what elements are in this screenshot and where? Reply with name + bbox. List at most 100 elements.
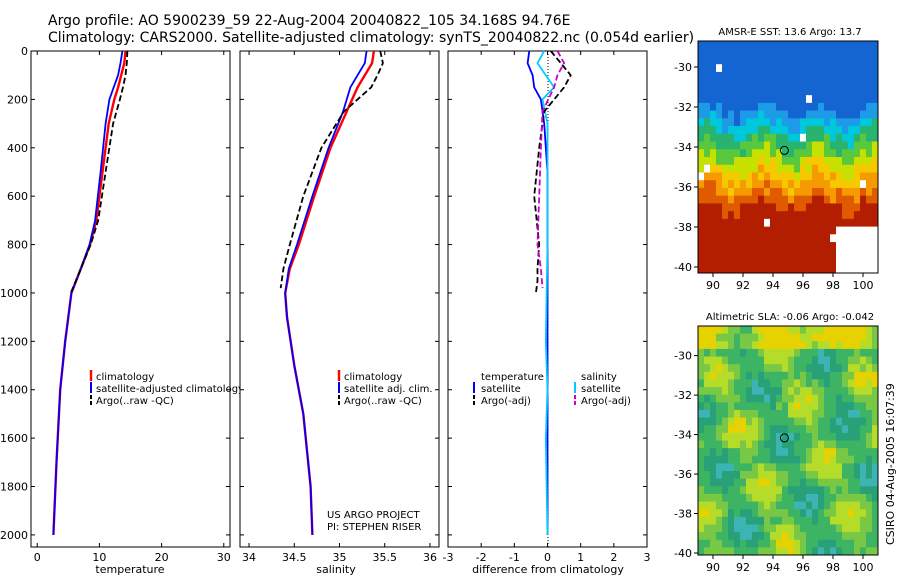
heatmap-cell [764,493,771,503]
heatmap-cell [764,164,771,173]
heatmap-cell [782,509,789,518]
heatmap-cell [848,56,855,65]
heatmap-cell [746,440,753,449]
heatmap-cell [806,326,813,335]
heatmap-cell [776,402,783,411]
heatmap-cell [788,126,795,135]
heatmap-cell [806,56,813,65]
y-tick-label: -32 [674,101,692,114]
heatmap-cell [734,249,741,259]
x-tick-label: 98 [826,279,840,292]
heatmap-cell [746,71,753,81]
heatmap-cell [704,172,711,181]
heatmap-cell [764,242,771,251]
heatmap-cell [758,126,765,135]
heatmap-cell [824,409,831,419]
heatmap-cell [836,226,843,235]
heatmap-cell [710,226,717,235]
heatmap-cell [698,341,705,350]
heatmap-cell [788,64,795,73]
heatmap-cell [866,249,873,259]
heatmap-cell [818,501,825,510]
legend-label: satellite adj. clim. [344,384,433,395]
heatmap-cell [704,394,711,403]
heatmap-cell [866,432,873,441]
heatmap-cell [758,218,765,228]
heatmap-cell [830,341,837,350]
heatmap-cell [722,133,729,143]
heatmap-cell [788,187,795,197]
heatmap-cell [794,71,801,81]
heatmap-cell [842,265,849,274]
heatmap-cell [728,133,735,143]
heatmap-cell [830,379,837,388]
heatmap-cell [722,364,729,373]
heatmap-cell [710,486,717,495]
heatmap-cell [854,234,861,243]
heatmap-cell [836,218,843,228]
heatmap-cell [836,509,843,518]
heatmap-cell [788,356,795,365]
heatmap-cell [800,249,807,259]
heatmap-cell [836,203,843,212]
heatmap-cell [782,211,789,220]
heatmap-cell [872,516,879,525]
heatmap-cell [806,265,813,274]
heatmap-cell [800,455,807,464]
heatmap-cell [740,195,747,204]
heatmap-cell [830,440,837,449]
heatmap-cell [872,486,879,495]
heatmap-cell [818,539,825,548]
heatmap-cell [746,356,753,365]
heatmap-cell [848,547,855,556]
heatmap-cell [770,387,777,396]
heatmap-cell [800,326,807,335]
heatmap-cell [764,394,771,403]
heatmap-cell [836,524,843,533]
heatmap-cell [830,79,837,88]
heatmap-cell [866,394,873,403]
heatmap-cell [830,387,837,396]
heatmap-cell [800,547,807,556]
heatmap-cell [716,64,723,73]
heatmap-cell [746,455,753,464]
heatmap-cell [716,172,723,181]
heatmap-cell [710,164,717,173]
heatmap-cell [758,394,765,403]
heatmap-cell [830,478,837,487]
heatmap-cell [704,87,711,96]
heatmap-cell [794,41,801,50]
heatmap-cell [770,95,777,104]
heatmap-cell [854,48,861,57]
heatmap-cell [800,157,807,166]
heatmap-cell [764,180,771,189]
heatmap-cell [782,394,789,403]
heatmap-cell [788,141,795,150]
heatmap-cell [848,157,855,166]
heatmap-cell [854,242,861,251]
heatmap-cell [776,187,783,197]
sst-lon-axis: 90 92 94 96 98 100 [706,273,874,292]
heatmap-cell [710,455,717,464]
heatmap-cell [842,95,849,104]
temperature-xlabel: temperature [95,563,164,576]
heatmap-cell [818,486,825,495]
heatmap-cell [830,218,837,228]
heatmap-cell [716,133,723,143]
heatmap-cell [842,371,849,380]
sla-map-frame [697,325,879,556]
heatmap-cell [872,133,879,143]
heatmap-cell [722,234,729,243]
heatmap-cell [872,102,879,112]
heatmap-cell [836,371,843,380]
heatmap-cell [818,387,825,396]
heatmap-cell [824,356,831,365]
heatmap-cell [710,409,717,419]
heatmap-cell [716,478,723,487]
heatmap-cell [752,486,759,495]
heatmap-cell [788,471,795,480]
heatmap-cell [854,265,861,274]
heatmap-cell [842,516,849,525]
heatmap-cell [728,95,735,104]
heatmap-cell [776,440,783,449]
